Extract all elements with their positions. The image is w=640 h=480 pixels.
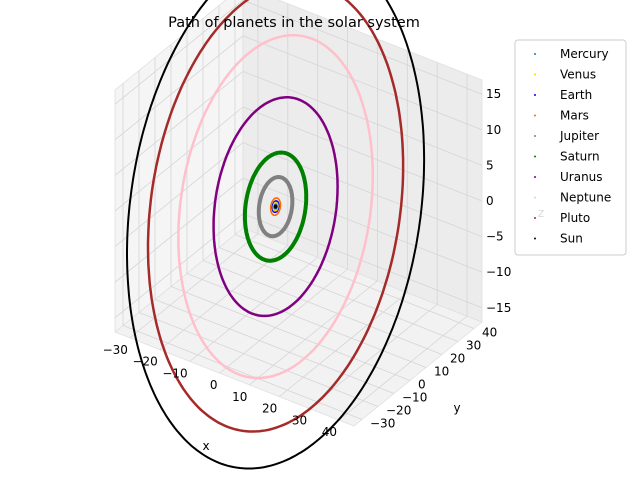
legend-label-neptune: Neptune	[560, 191, 611, 205]
legend-marker-sun	[534, 237, 536, 240]
orbit-earth	[271, 200, 280, 214]
grid-line	[218, 247, 459, 342]
orbit-jupiter	[256, 175, 295, 239]
x-axis-label: x	[202, 439, 209, 453]
legend-marker-neptune	[534, 196, 536, 199]
legend-label-earth: Earth	[560, 88, 592, 102]
sun-marker	[273, 204, 278, 209]
orbit-uranus	[212, 96, 339, 318]
chart-title: Path of planets in the solar system	[168, 15, 420, 31]
y-tick-label: 20	[450, 352, 465, 366]
legend-marker-mercury	[534, 53, 536, 55]
grid-line	[114, 106, 244, 212]
y-tick-label: −30	[370, 417, 395, 431]
legend-label-mercury: Mercury	[560, 47, 609, 61]
legend-marker-jupiter	[534, 135, 536, 137]
orbit-outer-ring	[126, 0, 426, 470]
z-tick-label: −10	[486, 265, 511, 279]
y-tick-label: −20	[386, 404, 411, 418]
legend-label-venus: Venus	[560, 68, 596, 82]
grid-line	[129, 233, 259, 339]
grid-line	[249, 280, 378, 386]
legend-label-jupiter: Jupiter	[559, 129, 599, 143]
grid-line	[242, 71, 483, 166]
y-axis-label: y	[453, 401, 460, 415]
grid-line	[242, 35, 483, 131]
x-tick-label: 0	[210, 378, 218, 392]
x-tick-label: 40	[322, 425, 337, 439]
grid-line	[279, 292, 408, 397]
grid-line	[219, 268, 348, 374]
x-tick-label: 30	[292, 413, 307, 427]
grid-line	[114, 0, 244, 105]
y-tick-label: 30	[466, 339, 481, 353]
grid-line	[308, 304, 438, 409]
grid-line	[114, 35, 244, 141]
orbit-neptune	[177, 33, 375, 380]
orbit-mars	[269, 197, 282, 217]
grid-line	[122, 325, 363, 420]
legend-marker-saturn	[534, 155, 536, 158]
legend-marker-mars	[534, 114, 536, 117]
orbit-saturn	[242, 150, 309, 263]
y-tick-label: 0	[418, 378, 426, 392]
orbit-paths	[126, 0, 426, 470]
grid-line	[189, 257, 318, 362]
z-tick-label: 10	[486, 123, 501, 137]
y-tick-label: 10	[434, 365, 449, 379]
z-tick-label: −15	[486, 301, 511, 315]
legend: Mercury Venus Earth Mars Jupiter Saturn Uranus…	[514, 39, 627, 256]
x-tick-label: −30	[103, 343, 128, 357]
x-tick-label: 20	[262, 402, 277, 416]
grid-line	[154, 299, 395, 394]
y-tick-label: 40	[482, 326, 497, 340]
legend-marker-venus	[534, 73, 536, 76]
z-tick-label: 0	[486, 194, 494, 208]
orbit-venus	[272, 201, 279, 212]
grid-line	[170, 286, 411, 381]
z-tick-label: −5	[486, 230, 504, 244]
z-tick-label: 15	[486, 87, 501, 101]
tick-labels: −30−20−10010203040−30−20−10010203040−15−…	[103, 87, 512, 439]
legend-marker-uranus	[534, 176, 536, 178]
grid-line	[338, 315, 468, 421]
y-tick-label: −10	[402, 391, 427, 405]
legend-label-pluto: Pluto	[560, 211, 590, 225]
grid-line	[242, 177, 483, 273]
legend-label-mars: Mars	[560, 109, 589, 123]
x-tick-label: −10	[162, 366, 187, 380]
legend-marker-earth	[534, 94, 536, 96]
grid-line	[242, 142, 483, 237]
grid-line	[159, 245, 289, 350]
grid-line	[114, 142, 244, 247]
z-tick-label: 5	[486, 158, 494, 172]
grid-line	[242, 0, 483, 95]
legend-marker-pluto	[534, 217, 536, 219]
grid-lines	[114, 0, 483, 421]
legend-label-saturn: Saturn	[560, 150, 600, 164]
legend-label-uranus: Uranus	[560, 170, 603, 184]
x-tick-label: 10	[232, 390, 247, 404]
orbit-pluto	[146, 0, 405, 433]
legend-label-sun: Sun	[560, 232, 583, 246]
back-pane	[242, 0, 483, 323]
grid-line	[242, 106, 483, 202]
legend-box	[514, 39, 627, 256]
grid-line	[202, 260, 443, 355]
x-tick-label: −20	[132, 355, 157, 369]
grid-line	[138, 312, 379, 407]
